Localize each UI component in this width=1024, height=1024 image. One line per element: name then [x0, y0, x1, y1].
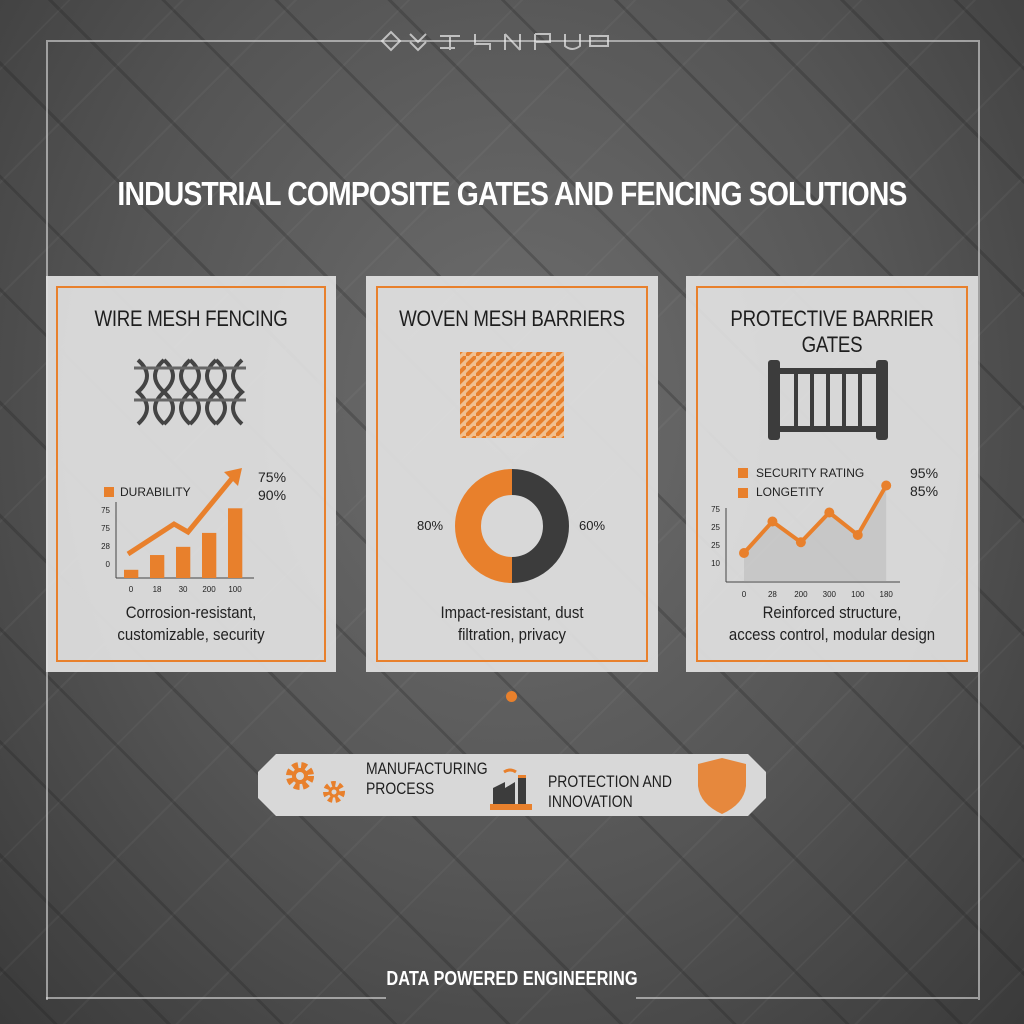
card-wire-mesh: WIRE MESH FENCING DURABILITY 75% 90% 0 28 75 7… — [46, 276, 336, 672]
data-point — [881, 480, 892, 491]
x-tick-label: 18 — [153, 585, 162, 594]
y-tick-label: 75 — [101, 524, 110, 533]
manufacturing-label: MANUFACTURING PROCESS — [366, 759, 488, 799]
woven-mesh-icon — [460, 352, 564, 438]
annotation: 95% — [910, 465, 938, 481]
wire-mesh-icon — [134, 358, 246, 426]
description-line: customizable, security — [117, 625, 265, 644]
slice-label: 80% — [417, 518, 443, 533]
trend-arrow-head — [224, 468, 242, 486]
label-line: PROCESS — [366, 779, 435, 798]
card-title: WOVEN MESH BARRIERS — [399, 306, 625, 331]
bottom-info-bar: MANUFACTURING PROCESS PROTECTION AND INN… — [258, 754, 766, 816]
card-border — [696, 286, 968, 662]
security-line-chart: SECURITY RATING LONGETITY 95% 85% 10 25 25 75 0 2… — [711, 465, 938, 599]
label-line: MANUFACTURING — [366, 759, 488, 778]
legend-label: DURABILITY — [120, 485, 191, 499]
card-woven-mesh: WOVEN MESH BARRIERS 80% 60% Impact-resist… — [366, 276, 658, 672]
frame-divider — [636, 997, 978, 999]
description-line: filtration, privacy — [457, 625, 567, 644]
pagination-dot — [506, 691, 517, 702]
frame-divider — [46, 997, 386, 999]
line-area — [744, 485, 887, 582]
y-tick-label: 25 — [711, 541, 720, 550]
legend-label: SECURITY RATING — [756, 466, 864, 480]
x-tick-label: 28 — [768, 590, 777, 599]
bar — [228, 508, 243, 578]
gears-icon — [286, 762, 345, 803]
y-tick-label: 75 — [711, 505, 720, 514]
bar — [202, 532, 217, 578]
x-tick-label: 180 — [880, 590, 894, 599]
annotation: 75% — [258, 469, 286, 485]
card-border — [56, 286, 326, 662]
donut-chart: 80% 60% — [417, 469, 605, 583]
legend-swatch — [738, 488, 748, 498]
legend-label: LONGETITY — [756, 485, 824, 499]
card-title: PROTECTIVE BARRIER GATES — [730, 306, 934, 357]
slice-label: 60% — [579, 518, 605, 533]
y-tick-label: 75 — [101, 506, 110, 515]
trend-arrow — [126, 474, 236, 557]
bar — [124, 569, 139, 578]
card-description: Corrosion-resistant, customizable, secur… — [63, 602, 318, 646]
series-line — [742, 484, 888, 555]
card-title: WIRE MESH FENCING — [94, 306, 288, 331]
gate-icon — [768, 360, 888, 440]
description-line: Corrosion-resistant, — [125, 603, 257, 622]
bar — [150, 555, 165, 578]
card-description: Reinforced structure, access control, mo… — [704, 602, 961, 646]
annotation: 85% — [910, 483, 938, 499]
x-tick-label: 100 — [851, 590, 865, 599]
y-tick-label: 0 — [106, 560, 111, 569]
x-tick-label: 30 — [179, 585, 188, 594]
description-line: access control, modular design — [728, 625, 936, 644]
donut-slice — [455, 469, 513, 583]
y-tick-label: 28 — [101, 542, 110, 551]
data-point — [739, 548, 749, 558]
legend-swatch — [104, 487, 114, 497]
y-tick-label: 25 — [711, 523, 720, 532]
annotation: 90% — [258, 487, 286, 503]
description-line: Impact-resistant, dust — [440, 603, 584, 622]
bar — [176, 546, 191, 578]
x-tick-label: 0 — [742, 590, 747, 599]
x-tick-label: 300 — [823, 590, 837, 599]
factory-icon — [490, 768, 532, 810]
x-tick-label: 100 — [228, 585, 242, 594]
protection-label: PROTECTION AND INNOVATION — [548, 772, 672, 811]
x-tick-label: 0 — [129, 585, 134, 594]
data-point — [795, 537, 806, 548]
footer-text: DATA POWERED ENGINEERING — [386, 968, 638, 990]
card-description: Impact-resistant, dust filtration, priva… — [384, 602, 641, 646]
data-point — [852, 530, 863, 540]
description-line: Reinforced structure, — [762, 603, 902, 622]
logo — [380, 30, 609, 52]
shield-icon — [698, 758, 746, 814]
data-point — [767, 516, 778, 527]
card-border — [376, 286, 648, 662]
durability-bar-chart: DURABILITY 75% 90% 0 28 75 75 0 18 30 200 100 — [101, 468, 286, 594]
legend-swatch — [738, 468, 748, 478]
donut-slice — [511, 469, 569, 583]
page-title: INDUSTRIAL COMPOSITE GATES AND FENCING S… — [117, 175, 907, 212]
data-point — [824, 507, 835, 518]
card-barrier-gates: PROTECTIVE BARRIER GATES SECURITY RATING… — [686, 276, 978, 672]
x-tick-label: 200 — [202, 585, 216, 594]
x-tick-label: 200 — [794, 590, 808, 599]
y-tick-label: 10 — [711, 559, 720, 568]
